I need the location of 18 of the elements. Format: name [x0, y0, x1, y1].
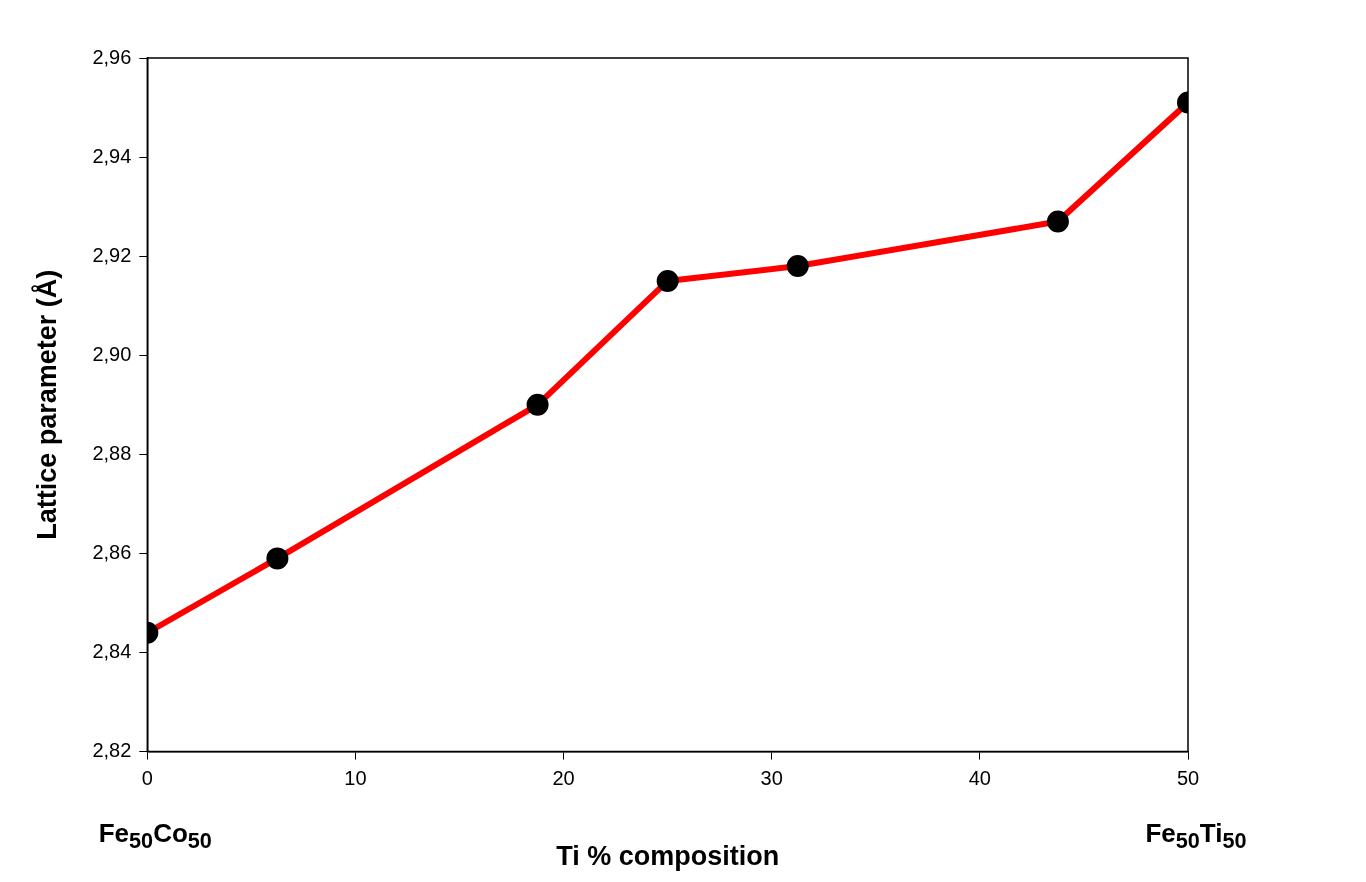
y-tick-label: 2,84: [92, 640, 132, 663]
y-tick-label: 2,82: [92, 739, 132, 762]
y-tick-label: 2,96: [92, 45, 132, 68]
x-tick-label: 30: [760, 767, 783, 790]
text: Fe$_{50}$Ti$_{50}$: [1145, 817, 1247, 854]
x-axis-title: Ti % composition: [556, 841, 780, 872]
y-tick-label: 2,90: [92, 342, 132, 365]
x-tick-label: 0: [141, 767, 153, 790]
x-tick-label: 50: [1176, 767, 1200, 790]
y-tick-label: 2,94: [92, 144, 132, 167]
y-axis-title: Lattice parameter (Å): [30, 269, 62, 540]
x-tick-label: 40: [968, 767, 991, 790]
x-tick-label: 20: [552, 767, 575, 790]
y-tick-label: 2,92: [92, 243, 132, 266]
y-tick-label: 2,86: [92, 540, 132, 563]
x-tick-label: 10: [344, 767, 367, 790]
text: Fe$_{50}$Co$_{50}$: [98, 817, 212, 854]
y-tick-label: 2,88: [92, 441, 132, 464]
